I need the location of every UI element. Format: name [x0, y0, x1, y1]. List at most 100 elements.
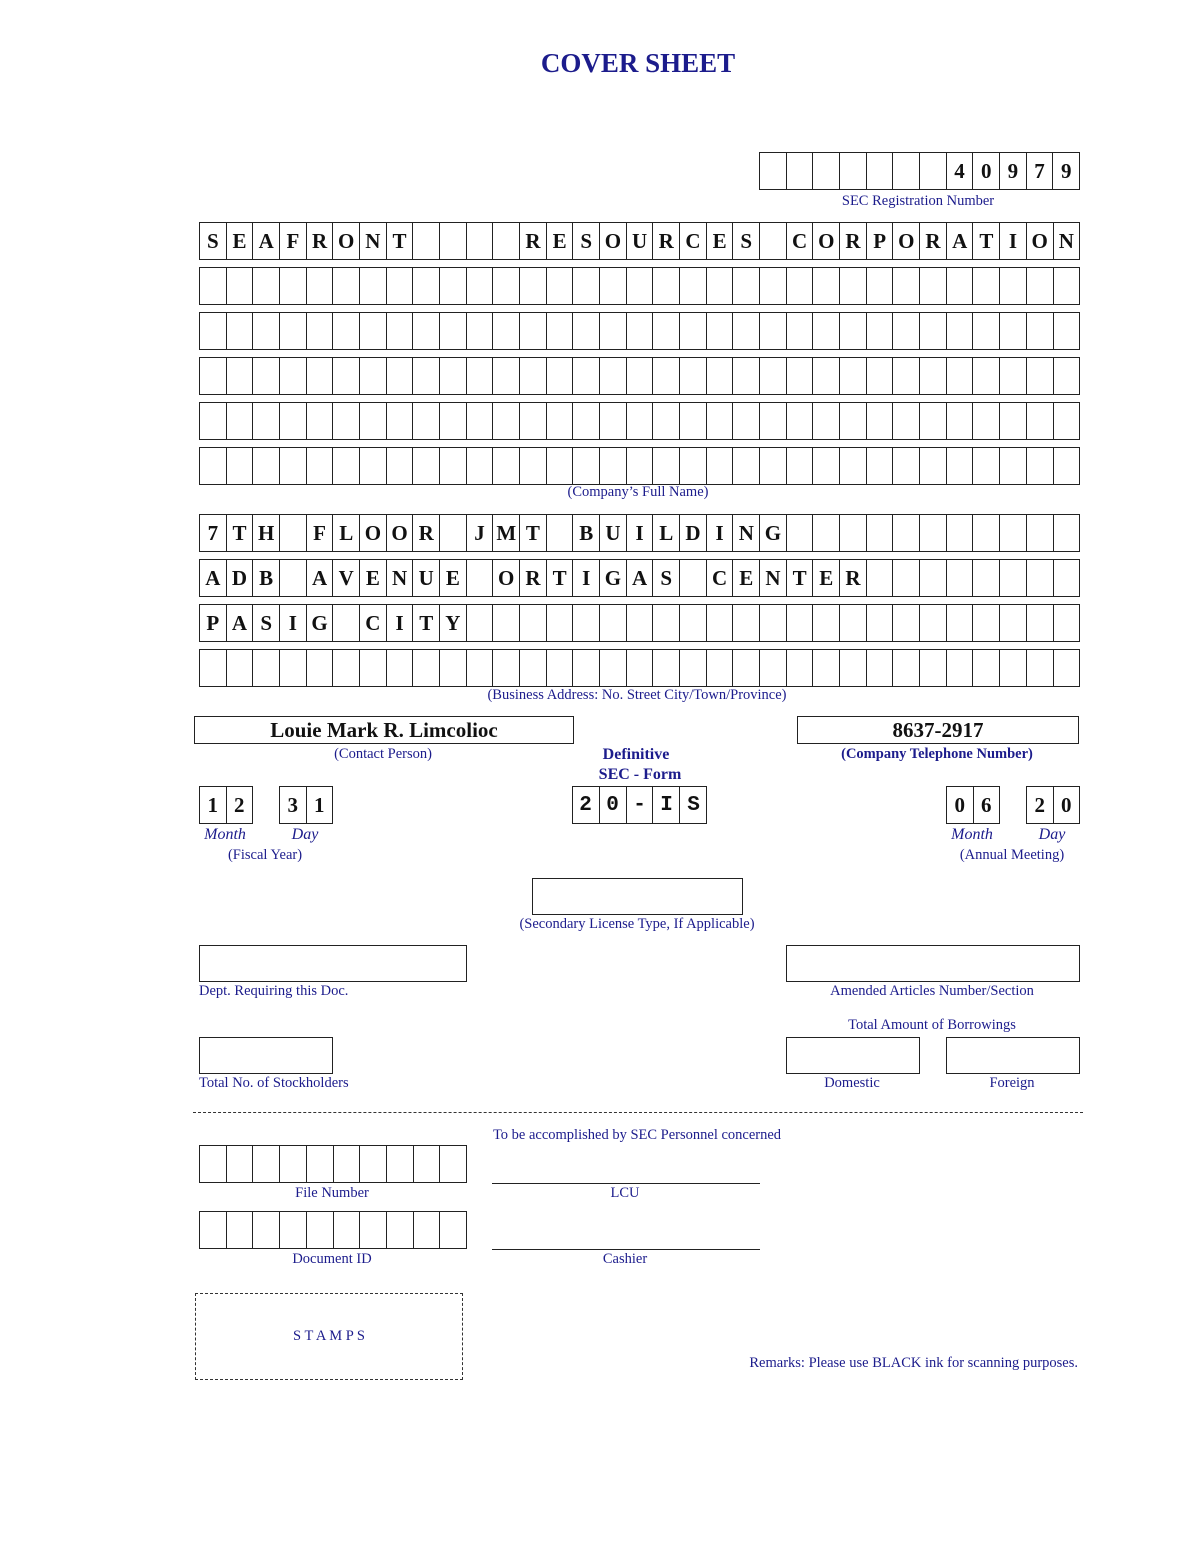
- character-cell[interactable]: A: [307, 560, 334, 596]
- character-cell[interactable]: [307, 313, 334, 349]
- character-cell[interactable]: [1000, 403, 1027, 439]
- character-cell[interactable]: R: [920, 223, 947, 259]
- character-cell[interactable]: P: [867, 223, 894, 259]
- character-cell[interactable]: [680, 358, 707, 394]
- character-cell[interactable]: [573, 448, 601, 484]
- character-cell[interactable]: [307, 1212, 334, 1248]
- character-cell[interactable]: [547, 403, 574, 439]
- character-cell[interactable]: [1027, 650, 1054, 686]
- character-cell[interactable]: [413, 313, 441, 349]
- character-cell[interactable]: [467, 268, 494, 304]
- character-cell[interactable]: [1054, 358, 1080, 394]
- character-cell[interactable]: [627, 448, 654, 484]
- character-cell[interactable]: [280, 448, 307, 484]
- character-cell[interactable]: [493, 448, 521, 484]
- character-cell[interactable]: [360, 650, 387, 686]
- character-cell[interactable]: [627, 787, 654, 823]
- character-cell[interactable]: Y: [440, 605, 467, 641]
- character-cell[interactable]: F: [307, 515, 334, 551]
- character-cell[interactable]: [493, 650, 521, 686]
- character-cell[interactable]: O: [813, 223, 841, 259]
- character-cell[interactable]: U: [413, 560, 441, 596]
- character-cell[interactable]: [707, 358, 734, 394]
- character-cell[interactable]: [840, 403, 867, 439]
- character-cell[interactable]: [787, 515, 814, 551]
- character-cell[interactable]: [1000, 268, 1027, 304]
- character-cell[interactable]: [493, 403, 521, 439]
- character-cell[interactable]: [253, 313, 281, 349]
- character-cell[interactable]: [627, 358, 654, 394]
- character-cell[interactable]: [867, 605, 894, 641]
- character-cell[interactable]: [200, 268, 227, 304]
- character-cell[interactable]: [467, 605, 494, 641]
- character-cell[interactable]: T: [787, 560, 814, 596]
- character-cell[interactable]: [893, 448, 921, 484]
- character-cell[interactable]: S: [573, 223, 601, 259]
- character-cell[interactable]: [413, 268, 441, 304]
- character-cell[interactable]: A: [200, 560, 227, 596]
- character-cell[interactable]: T: [547, 560, 574, 596]
- character-cell[interactable]: [1027, 358, 1054, 394]
- character-cell[interactable]: [893, 268, 921, 304]
- character-cell[interactable]: [547, 650, 574, 686]
- character-cell[interactable]: [787, 153, 814, 189]
- character-cell[interactable]: [307, 448, 334, 484]
- character-cell[interactable]: [653, 268, 681, 304]
- character-cell[interactable]: [493, 268, 521, 304]
- foreign-borrowings-field[interactable]: [946, 1037, 1080, 1074]
- character-cell[interactable]: [600, 448, 627, 484]
- character-cell[interactable]: T: [973, 223, 1001, 259]
- character-cell[interactable]: [547, 448, 574, 484]
- character-cell[interactable]: [813, 650, 841, 686]
- character-cell[interactable]: T: [413, 605, 441, 641]
- character-cell[interactable]: [1027, 268, 1054, 304]
- character-cell[interactable]: [413, 223, 441, 259]
- character-cell[interactable]: [920, 560, 947, 596]
- character-cell[interactable]: [280, 403, 307, 439]
- character-cell[interactable]: [707, 268, 734, 304]
- character-cell[interactable]: [573, 650, 601, 686]
- character-cell[interactable]: [627, 403, 654, 439]
- sec-form-field[interactable]: [572, 786, 707, 824]
- character-cell[interactable]: [334, 1212, 361, 1248]
- character-cell[interactable]: [493, 605, 521, 641]
- character-cell[interactable]: A: [253, 223, 281, 259]
- character-cell[interactable]: [200, 403, 227, 439]
- character-cell[interactable]: [893, 560, 921, 596]
- character-cell[interactable]: [947, 313, 974, 349]
- character-cell[interactable]: [653, 403, 681, 439]
- character-cell[interactable]: [760, 313, 787, 349]
- character-cell[interactable]: A: [947, 223, 974, 259]
- character-cell[interactable]: [653, 313, 681, 349]
- character-cell[interactable]: [573, 605, 601, 641]
- character-cell[interactable]: [947, 605, 974, 641]
- company-name-row-5[interactable]: [199, 402, 1080, 440]
- character-cell[interactable]: P: [200, 605, 227, 641]
- character-cell[interactable]: [440, 313, 467, 349]
- character-cell[interactable]: [387, 448, 414, 484]
- character-cell[interactable]: [467, 358, 494, 394]
- character-cell[interactable]: [760, 268, 787, 304]
- character-cell[interactable]: O: [493, 560, 521, 596]
- character-cell[interactable]: [253, 1146, 281, 1182]
- character-cell[interactable]: [200, 313, 227, 349]
- character-cell[interactable]: [573, 313, 601, 349]
- character-cell[interactable]: [680, 403, 707, 439]
- character-cell[interactable]: [787, 268, 814, 304]
- character-cell[interactable]: [787, 605, 814, 641]
- character-cell[interactable]: [627, 313, 654, 349]
- character-cell[interactable]: [893, 313, 921, 349]
- character-cell[interactable]: [413, 650, 441, 686]
- character-cell[interactable]: [360, 1146, 387, 1182]
- character-cell[interactable]: [333, 358, 361, 394]
- character-cell[interactable]: [813, 403, 841, 439]
- character-cell[interactable]: [387, 268, 414, 304]
- character-cell[interactable]: [413, 358, 441, 394]
- character-cell[interactable]: [493, 313, 521, 349]
- character-cell[interactable]: [440, 358, 467, 394]
- character-cell[interactable]: [600, 313, 627, 349]
- character-cell[interactable]: [1000, 313, 1027, 349]
- character-cell[interactable]: C: [680, 223, 707, 259]
- character-cell[interactable]: [1054, 403, 1080, 439]
